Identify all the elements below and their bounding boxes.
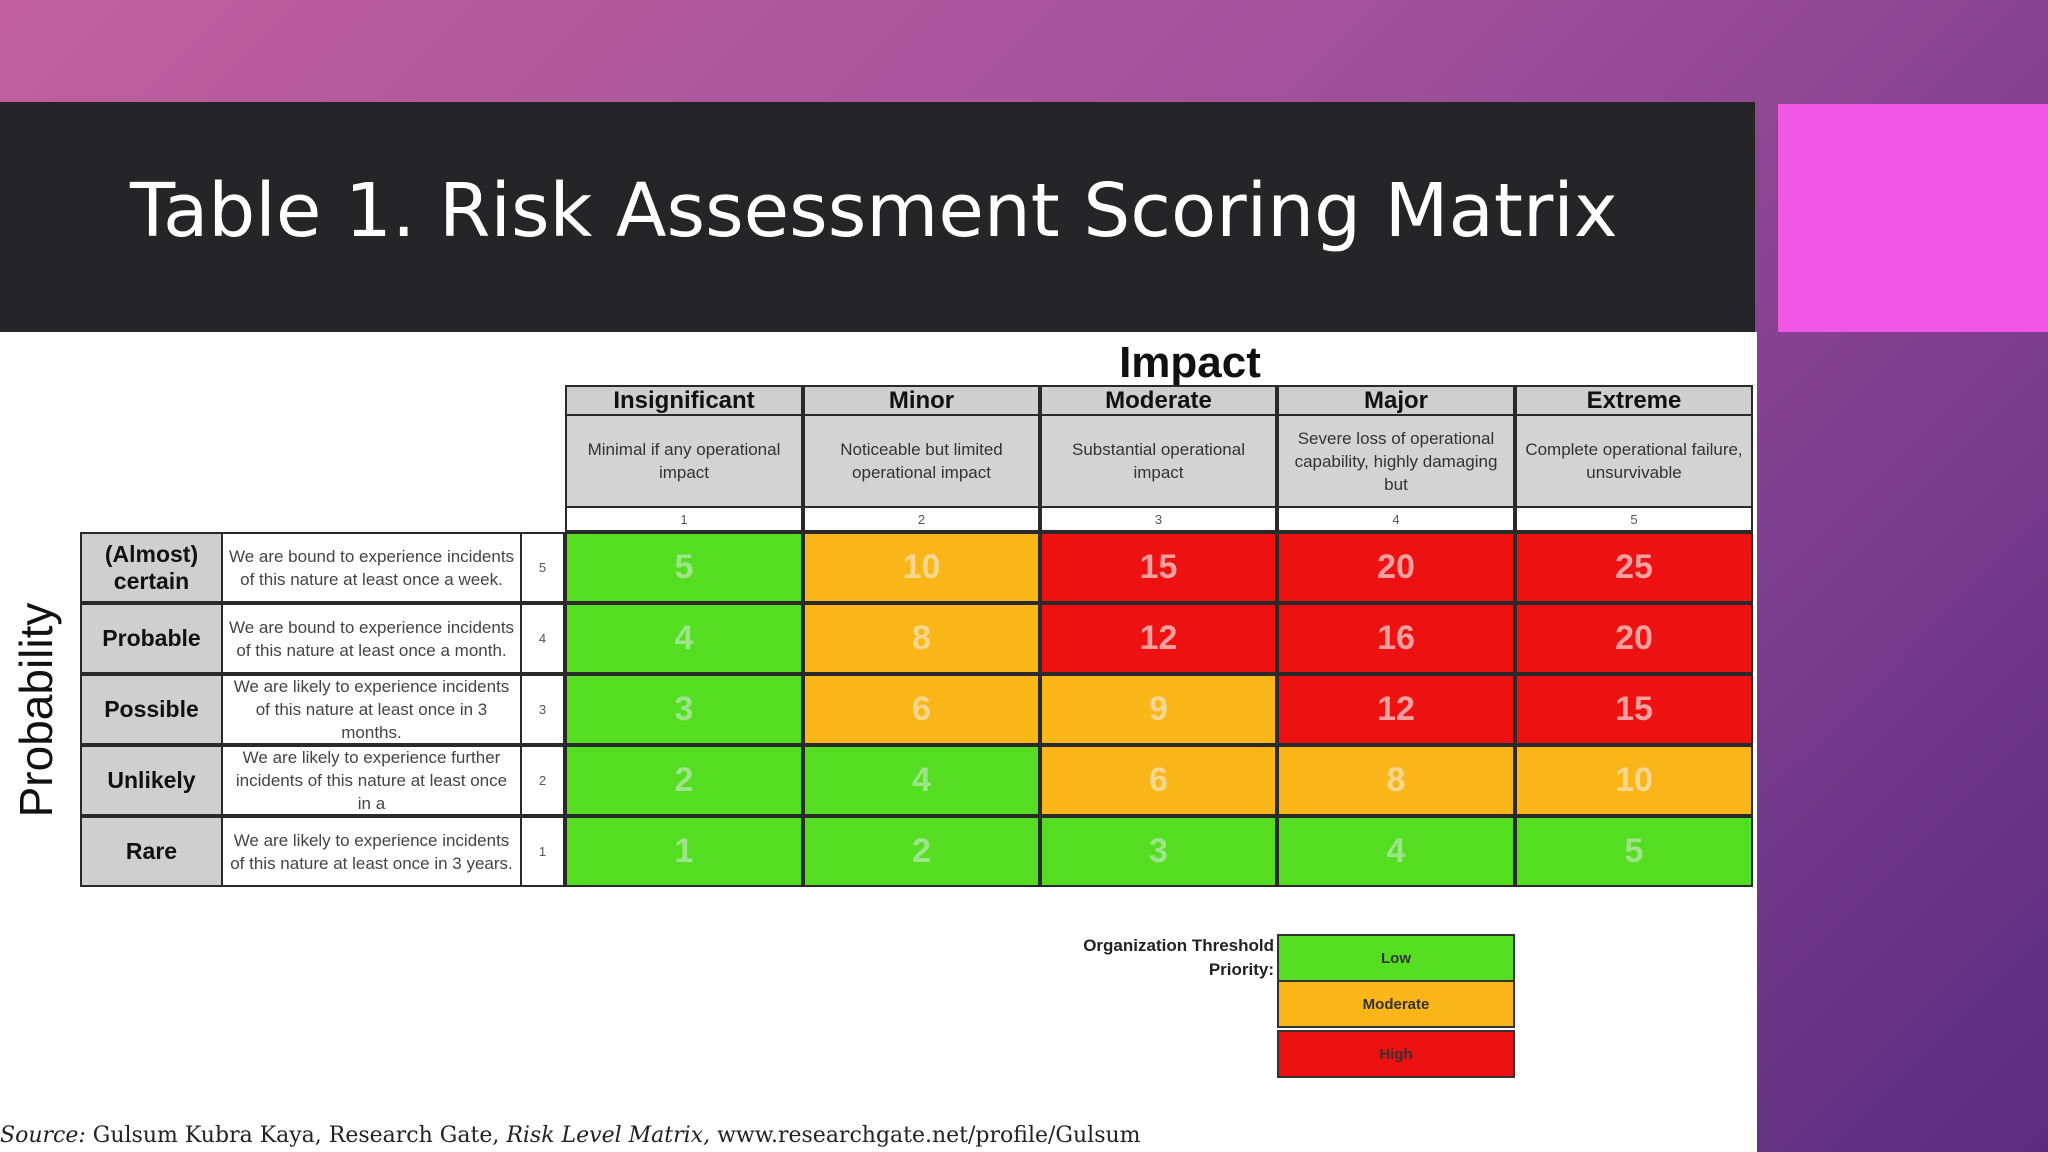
legend-item: High [1277, 1030, 1515, 1078]
probability-row-score: 5 [520, 532, 565, 603]
title-bar [0, 102, 1755, 332]
impact-column-score: 4 [1277, 506, 1515, 532]
probability-row-score: 1 [520, 816, 565, 887]
probability-row-score: 2 [520, 745, 565, 816]
risk-score-cell: 2 [803, 816, 1040, 887]
probability-row-header: Rare [80, 816, 223, 887]
probability-row-description: We are bound to experience incidents of … [221, 603, 522, 674]
impact-column-score: 1 [565, 506, 803, 532]
risk-score-cell: 15 [1515, 674, 1753, 745]
impact-column-description: Complete operational failure, unsurvivab… [1515, 414, 1753, 508]
accent-box [1778, 104, 2048, 332]
impact-column-header: Moderate [1040, 385, 1277, 416]
risk-score-cell: 6 [1040, 745, 1277, 816]
probability-row-description: We are bound to experience incidents of … [221, 532, 522, 603]
probability-row-description: We are likely to experience incidents of… [221, 816, 522, 887]
risk-score-cell: 15 [1040, 532, 1277, 603]
probability-row-description: We are likely to experience incidents of… [221, 674, 522, 745]
source-work: Risk Level Matrix, [506, 1123, 711, 1148]
risk-score-cell: 3 [565, 674, 803, 745]
probability-row-header: Unlikely [80, 745, 223, 816]
probability-row-description: We are likely to experience further inci… [221, 745, 522, 816]
risk-score-cell: 4 [565, 603, 803, 674]
probability-row-header: (Almost) certain [80, 532, 223, 603]
probability-row-header: Probable [80, 603, 223, 674]
source-author: Gulsum Kubra Kaya, Research Gate, [92, 1123, 500, 1148]
risk-score-cell: 10 [1515, 745, 1753, 816]
impact-column-header: Insignificant [565, 385, 803, 416]
impact-column-description: Noticeable but limited operational impac… [803, 414, 1040, 508]
slide-title: Table 1. Risk Assessment Scoring Matrix [130, 168, 1618, 254]
legend-item: Low [1277, 934, 1515, 982]
source-url: www.researchgate.net/profile/Gulsum [717, 1123, 1141, 1148]
risk-score-cell: 20 [1277, 532, 1515, 603]
impact-column-score: 3 [1040, 506, 1277, 532]
probability-heading: Probability [10, 602, 62, 818]
risk-score-cell: 10 [803, 532, 1040, 603]
probability-row-score: 4 [520, 603, 565, 674]
risk-score-cell: 4 [803, 745, 1040, 816]
impact-column-header: Minor [803, 385, 1040, 416]
risk-score-cell: 5 [1515, 816, 1753, 887]
probability-row-header: Possible [80, 674, 223, 745]
impact-column-header: Major [1277, 385, 1515, 416]
risk-score-cell: 4 [1277, 816, 1515, 887]
risk-score-cell: 8 [1277, 745, 1515, 816]
risk-score-cell: 16 [1277, 603, 1515, 674]
risk-score-cell: 8 [803, 603, 1040, 674]
risk-score-cell: 3 [1040, 816, 1277, 887]
source-prefix: Source: [0, 1123, 86, 1148]
probability-row-score: 3 [520, 674, 565, 745]
impact-column-header: Extreme [1515, 385, 1753, 416]
impact-column-score: 2 [803, 506, 1040, 532]
source-citation: Source: Gulsum Kubra Kaya, Research Gate… [0, 1123, 1141, 1148]
impact-column-description: Minimal if any operational impact [565, 414, 803, 508]
risk-score-cell: 6 [803, 674, 1040, 745]
risk-score-cell: 12 [1277, 674, 1515, 745]
legend-label: Organization Threshold Priority: [1083, 936, 1274, 979]
risk-score-cell: 9 [1040, 674, 1277, 745]
impact-column-description: Severe loss of operational capability, h… [1277, 414, 1515, 508]
risk-score-cell: 2 [565, 745, 803, 816]
risk-score-cell: 20 [1515, 603, 1753, 674]
impact-heading: Impact [1119, 338, 1261, 387]
impact-column-score: 5 [1515, 506, 1753, 532]
risk-score-cell: 5 [565, 532, 803, 603]
risk-score-cell: 25 [1515, 532, 1753, 603]
risk-score-cell: 12 [1040, 603, 1277, 674]
risk-score-cell: 1 [565, 816, 803, 887]
impact-column-description: Substantial operational impact [1040, 414, 1277, 508]
legend-item: Moderate [1277, 980, 1515, 1028]
